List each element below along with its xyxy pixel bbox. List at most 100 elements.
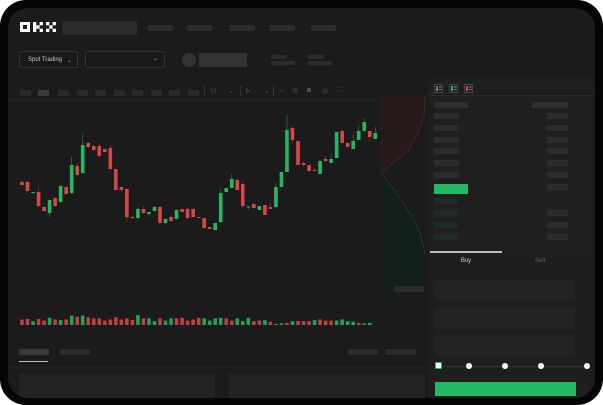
settings-icon[interactable]: ◎ <box>322 88 329 95</box>
pair-select[interactable]: ⌄ <box>85 51 165 68</box>
candle <box>80 133 85 173</box>
slider-track[interactable] <box>438 365 588 367</box>
nav-item-2[interactable] <box>187 25 212 31</box>
volume-bar <box>86 317 91 325</box>
volume-bar <box>340 319 344 325</box>
interval-button[interactable] <box>95 90 106 96</box>
interval-button[interactable] <box>114 90 125 96</box>
ask-price <box>434 160 459 166</box>
candle-type-icon[interactable]: ⌇⌇ <box>210 88 217 95</box>
volume-bar <box>25 318 30 325</box>
volume-bar <box>20 319 24 325</box>
ruler-icon[interactable]: ⊘ <box>292 88 298 95</box>
candle-body <box>334 132 339 158</box>
price-tag <box>394 286 424 292</box>
filter-button[interactable] <box>386 349 416 355</box>
candle <box>97 143 102 157</box>
slider-step-75[interactable] <box>538 363 544 369</box>
candle <box>125 189 129 222</box>
candle <box>274 183 278 208</box>
volume-bar <box>285 322 289 325</box>
volume-bar <box>147 318 151 325</box>
interval-button[interactable] <box>20 90 31 96</box>
candle-body <box>58 186 63 202</box>
orderbook-buy-icon[interactable] <box>449 84 458 93</box>
candle-body <box>323 159 328 161</box>
candle-body <box>263 205 267 215</box>
tab-open-orders[interactable] <box>19 349 49 355</box>
volume-bar <box>141 318 146 325</box>
divider <box>273 86 274 96</box>
okx-logo <box>20 22 56 32</box>
volume-bar <box>362 323 367 325</box>
tab-order-history[interactable] <box>60 349 90 355</box>
chevron-down-icon[interactable]: ⌄ <box>264 88 270 95</box>
nav-item-5[interactable] <box>311 25 336 31</box>
candlestick-chart[interactable] <box>8 8 428 338</box>
indicator-icon[interactable]: ⊱ <box>245 88 251 95</box>
volume-bar <box>196 317 201 325</box>
interval-button[interactable] <box>77 90 88 96</box>
chevron-down-icon: ⌄ <box>66 58 72 64</box>
candle <box>345 143 350 147</box>
stat-value <box>271 61 295 65</box>
interval-button[interactable] <box>132 90 143 96</box>
interval-button[interactable] <box>188 90 199 96</box>
slider-step-25[interactable] <box>466 363 472 369</box>
orderbook-both-icon[interactable] <box>434 84 443 93</box>
volume-bar <box>64 319 68 325</box>
nav-item-1[interactable] <box>148 25 173 31</box>
filter-button[interactable] <box>348 349 378 355</box>
candle <box>279 171 284 187</box>
buy-button[interactable] <box>435 382 576 396</box>
candle <box>108 146 113 170</box>
divider <box>240 86 241 96</box>
volume-bar <box>152 321 157 325</box>
volume-bar <box>47 317 52 325</box>
volume-bar <box>97 318 102 325</box>
interval-button[interactable] <box>58 90 69 96</box>
chevron-down-icon[interactable]: ⌄ <box>228 88 234 95</box>
candle-body <box>307 165 311 171</box>
candle <box>196 217 201 218</box>
candle-body <box>103 149 107 152</box>
divider <box>428 95 595 96</box>
volume-bar <box>274 323 278 325</box>
interval-button[interactable] <box>38 90 49 96</box>
orderbook-sell-icon[interactable] <box>464 84 473 93</box>
slider-step-100[interactable] <box>584 363 590 369</box>
spot-trading-select[interactable]: Spot Trading ⌄ <box>19 51 78 68</box>
amount-input[interactable] <box>435 307 575 329</box>
bottom-card <box>229 374 425 398</box>
nav-item-4[interactable] <box>269 25 295 31</box>
slider-step-50[interactable] <box>502 363 508 369</box>
nav-item-3[interactable] <box>229 25 255 31</box>
interval-button[interactable] <box>151 90 162 96</box>
candle-body <box>362 122 367 131</box>
volume-bar <box>53 319 57 325</box>
tab-buy[interactable]: Buy <box>460 258 472 264</box>
interval-button[interactable] <box>169 90 180 96</box>
volume-bar <box>185 320 190 325</box>
candle <box>318 160 322 174</box>
candle <box>64 186 68 195</box>
price-input[interactable] <box>435 280 575 300</box>
total-input[interactable] <box>435 334 575 356</box>
volume-bar <box>91 318 96 325</box>
candle <box>263 205 267 215</box>
search-input[interactable] <box>62 21 137 35</box>
volume-bar <box>229 320 234 325</box>
bid-price <box>434 234 458 240</box>
camera-icon[interactable]: ◙ <box>307 87 312 94</box>
slider-handle[interactable] <box>435 362 442 369</box>
tab-sell[interactable]: Sell <box>534 258 545 264</box>
ask-amount <box>547 113 568 119</box>
candle-body <box>108 148 113 169</box>
fullscreen-icon[interactable]: ⛶ <box>338 87 343 94</box>
line-tool-icon[interactable]: ∼ <box>278 88 284 95</box>
stat-label <box>271 55 287 59</box>
volume-bar <box>257 320 262 325</box>
volume-bar <box>169 318 173 325</box>
volume-bar <box>323 320 328 325</box>
candle <box>373 127 378 139</box>
